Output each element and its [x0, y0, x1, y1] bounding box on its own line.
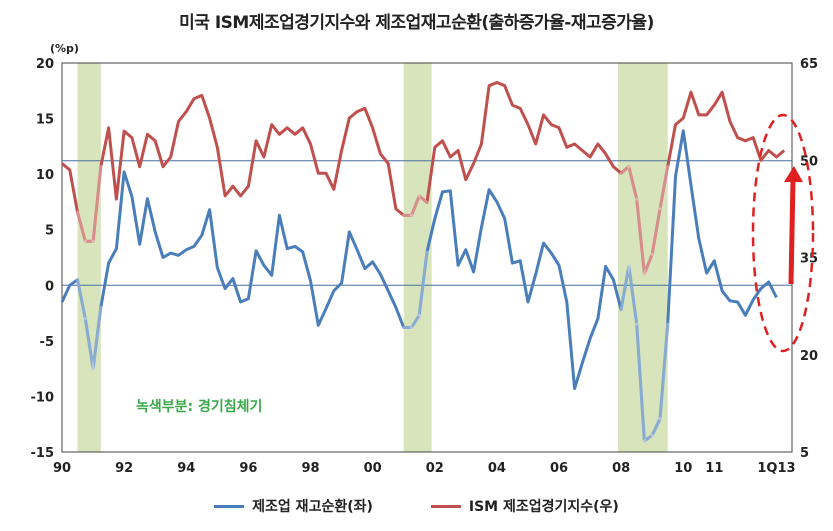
left-tick-label: 0 — [45, 279, 54, 294]
recession-segment-overlay — [619, 264, 631, 312]
x-tick-label: 00 — [364, 461, 382, 476]
recession-segment-overlay — [642, 252, 654, 276]
recession-segment-overlay — [658, 165, 670, 211]
recession-segment-overlay — [650, 207, 662, 256]
x-tick-label: 1Q13 — [757, 461, 795, 476]
recession-note: 녹색부분: 경기침체기 — [136, 398, 262, 415]
x-tick-label: 98 — [301, 461, 319, 476]
legend-swatch-inventory — [214, 504, 245, 508]
right-tick-label: 50 — [800, 154, 818, 169]
recession-segment-overlay — [635, 197, 646, 276]
recession-segment-overlay — [642, 433, 654, 443]
x-tick-label: 90 — [53, 461, 71, 476]
recession-segment-overlay — [417, 194, 429, 204]
x-tick-label: 04 — [488, 461, 506, 476]
recession-segment-overlay — [650, 417, 662, 437]
left-tick-label: 15 — [36, 113, 54, 128]
legend-item-ism: ISM 제조업경기지수(우) — [430, 496, 619, 516]
recession-segment-overlay — [91, 165, 103, 243]
legend-swatch-ism — [430, 504, 461, 508]
left-axis-ticks: 20 15 10 5 0 -5 -10 -15 — [31, 57, 55, 461]
left-tick-label: -5 — [40, 335, 54, 350]
recession-segment-overlay — [91, 306, 103, 371]
legend-label-ism: ISM 제조업경기지수(우) — [468, 499, 619, 515]
left-tick-label: 20 — [36, 57, 54, 72]
right-axis-ticks: 65 50 35 20 5 — [800, 57, 818, 461]
x-tick-label: 96 — [239, 461, 257, 476]
x-tick-label: 02 — [426, 461, 444, 476]
recession-overlays — [76, 165, 670, 443]
left-tick-label: 10 — [36, 168, 54, 183]
right-tick-label: 5 — [800, 446, 809, 461]
right-tick-label: 20 — [800, 349, 818, 364]
legend: 제조업 재고순환(좌) ISM 제조업경기지수(우) — [0, 496, 833, 516]
highlight-arrow-head — [784, 166, 803, 182]
left-tick-label: -15 — [31, 446, 55, 461]
recession-segment-overlay — [635, 322, 646, 443]
highlight-ellipse — [751, 113, 815, 353]
left-tick-label: -10 — [31, 390, 55, 405]
x-tick-label: 94 — [177, 461, 195, 476]
recession-segment-overlay — [619, 165, 631, 175]
recession-segment-overlay — [409, 194, 421, 217]
right-tick-label: 65 — [800, 57, 818, 72]
x-tick-label: 10 — [674, 461, 692, 476]
recession-segment-overlay — [76, 278, 87, 321]
left-tick-label: 5 — [45, 224, 54, 239]
recession-bands — [77, 63, 668, 452]
x-axis-ticks: 90 92 94 96 98 00 02 04 06 08 10 11 1Q13 — [53, 461, 796, 476]
series-lines — [60, 81, 786, 443]
recession-band — [77, 63, 101, 452]
recession-segment-overlay — [627, 264, 639, 326]
recession-segment-overlay — [76, 210, 87, 243]
x-tick-label: 92 — [115, 461, 133, 476]
inventory-cycle-line — [60, 129, 778, 443]
recession-segment-overlay — [658, 322, 670, 421]
right-tick-label: 35 — [800, 252, 818, 267]
highlight-arrow-shaft — [788, 179, 796, 285]
x-tick-label: 11 — [705, 461, 723, 476]
recession-segment-overlay — [409, 313, 421, 330]
recession-segment-overlay — [83, 317, 95, 371]
ism-index-line — [61, 81, 786, 276]
chart-title: 미국 ISM제조업경기지수와 제조업재고순환(출하증가율-재고증가율) — [179, 13, 654, 33]
left-axis-unit: (%p) — [50, 42, 79, 55]
legend-label-inventory: 제조업 재고순환(좌) — [252, 499, 373, 515]
recession-segment-overlay — [417, 250, 429, 317]
x-tick-label: 06 — [550, 461, 568, 476]
legend-item-inventory: 제조업 재고순환(좌) — [214, 496, 373, 516]
x-tick-label: 08 — [612, 461, 630, 476]
recession-segment-overlay — [627, 165, 639, 201]
